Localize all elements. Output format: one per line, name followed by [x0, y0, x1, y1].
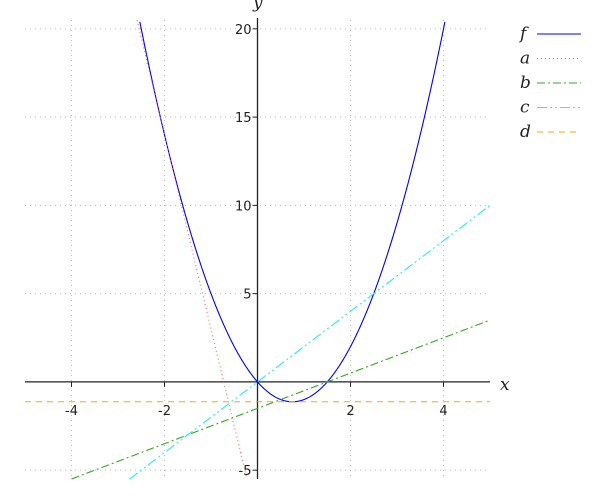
curves: [25, 20, 491, 480]
legend-label-d: d: [520, 122, 531, 142]
x-tick-label: -4: [65, 404, 78, 419]
curve-f: [139, 21, 446, 403]
y-tick-label: 10: [235, 199, 252, 214]
x-tick-label: 4: [439, 404, 447, 419]
x-tick-label: -2: [158, 404, 171, 419]
legend-label-a: a: [520, 49, 530, 69]
y-tick-label: 5: [243, 288, 251, 303]
y-tick-label: 20: [235, 23, 252, 38]
legend-label-c: c: [520, 98, 530, 118]
y-tick-label: 15: [235, 111, 252, 126]
curve-b: [71, 319, 491, 480]
x-tick-label: 2: [346, 404, 354, 419]
legend-label-f: f: [518, 24, 529, 44]
x-axis-label: x: [500, 375, 510, 395]
y-axis-label: y: [252, 0, 263, 13]
legend-label-b: b: [520, 73, 531, 93]
curve-c: [129, 204, 491, 480]
